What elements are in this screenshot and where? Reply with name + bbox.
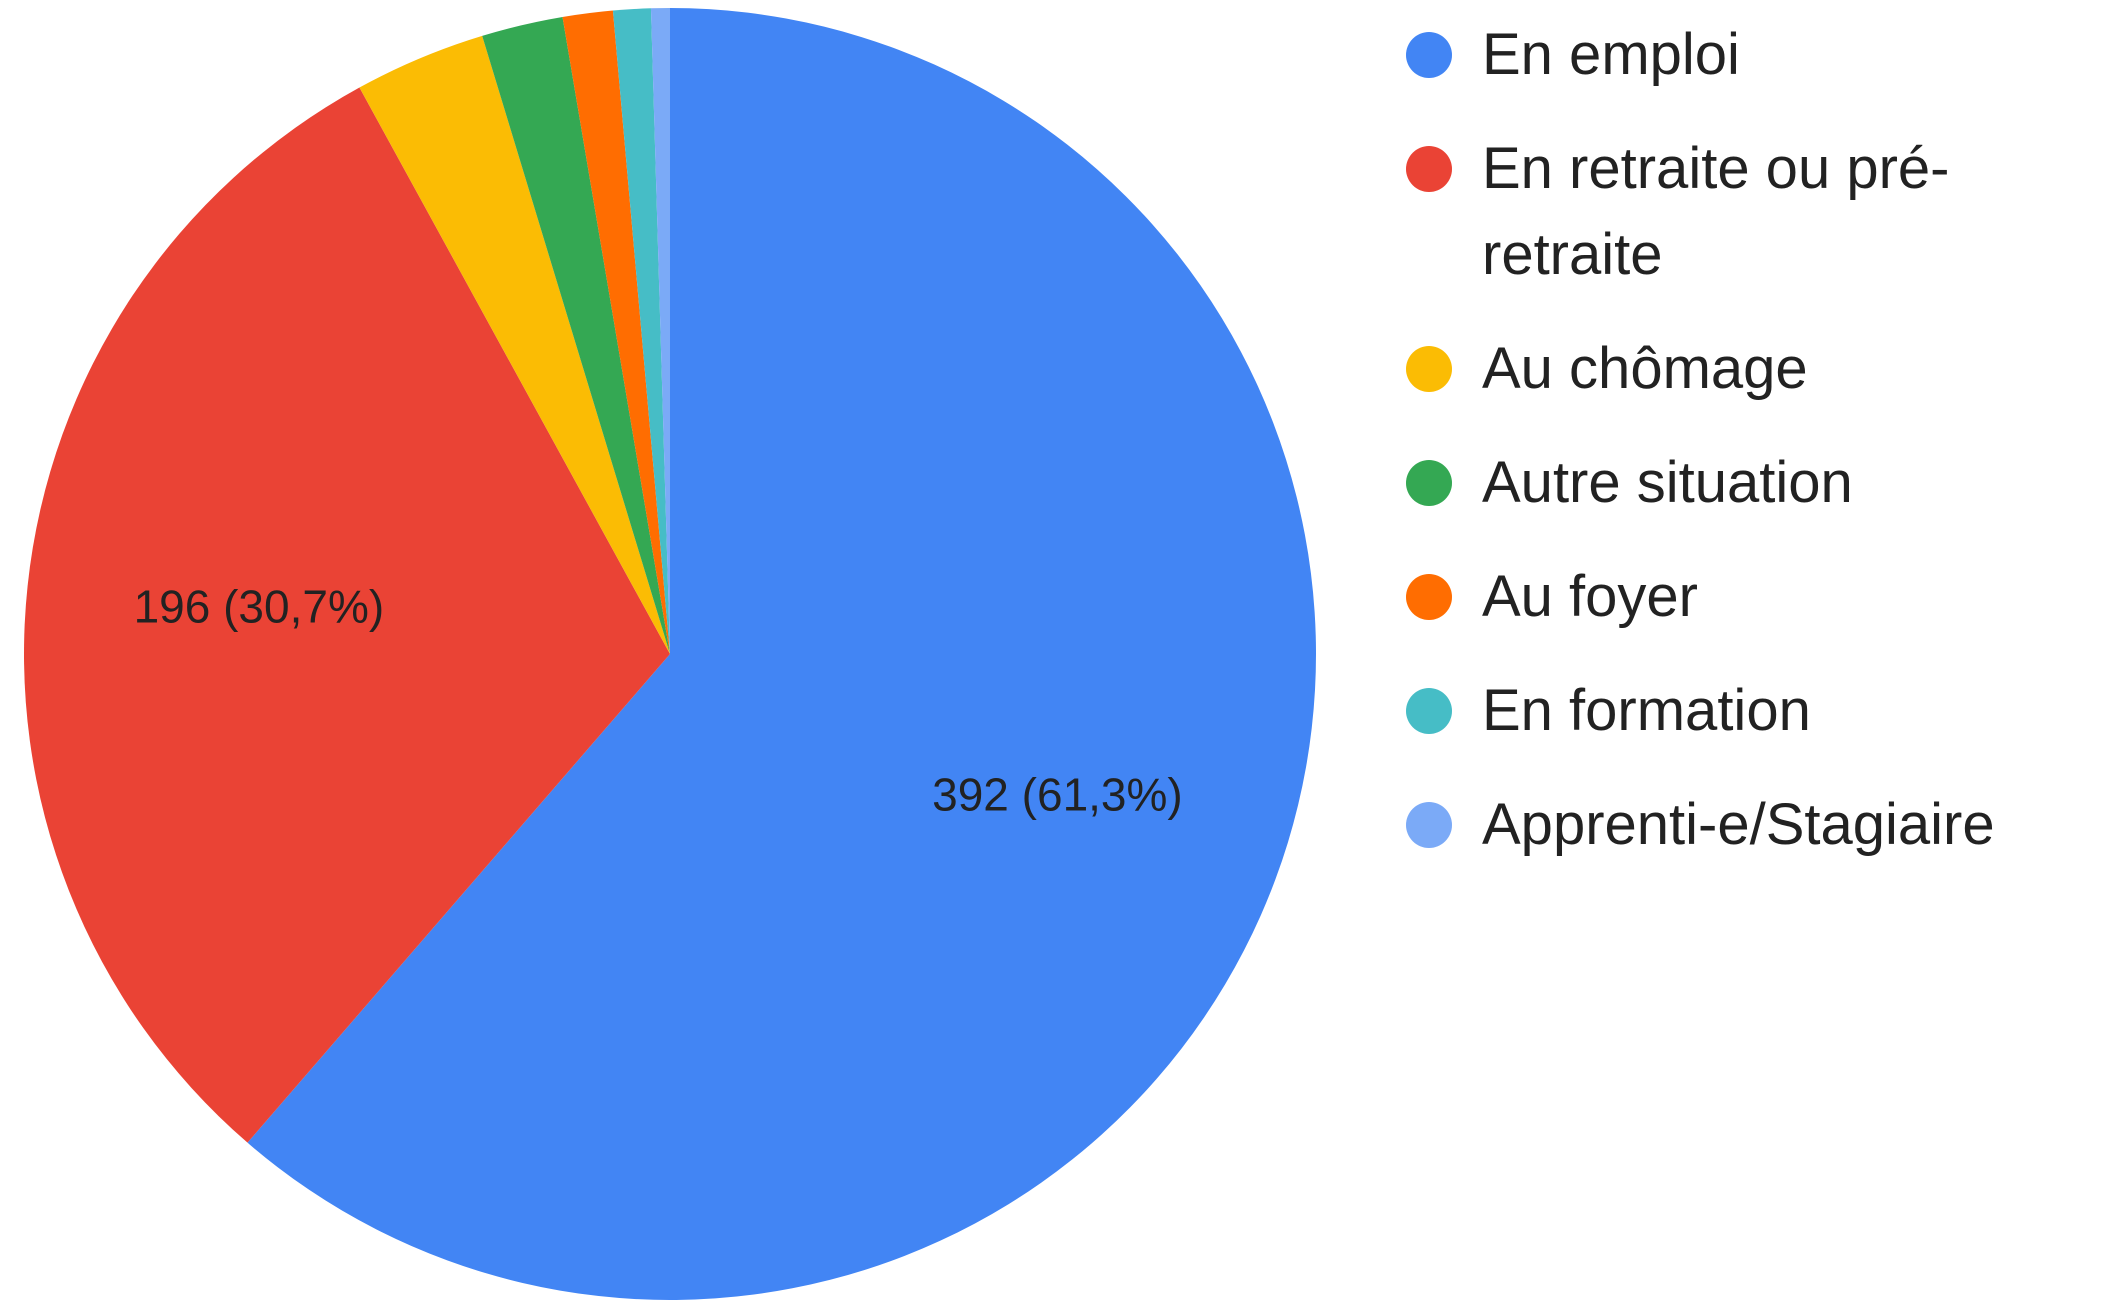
legend-label: Au chômage [1482,336,1808,401]
legend-swatch [1406,688,1452,734]
pie-slice [612,8,670,654]
pie-slice [562,10,670,655]
legend-swatch [1406,460,1452,506]
legend-item: En emploi [1406,18,2096,98]
legend-item: Autre situation [1406,446,2096,526]
legend-label: En retraite ou pré-retraite [1482,136,1950,287]
legend-label: Apprenti-e/Stagiaire [1482,792,1995,857]
value-label: 196 (30,7%) [134,581,385,633]
legend-label: Autre situation [1482,450,1853,515]
legend-item: En formation [1406,674,2096,754]
legend: En emploi En retraite ou pré-retraite Au c… [1406,18,2096,902]
legend-item: Au chômage [1406,332,2096,412]
legend-label: En emploi [1482,22,1740,87]
legend-swatch [1406,146,1452,192]
legend-label: Au foyer [1482,564,1698,629]
legend-swatch [1406,32,1452,78]
pie-slice [482,17,670,655]
legend-swatch [1406,346,1452,392]
legend-item: Apprenti-e/Stagiaire [1406,788,2096,868]
legend-swatch [1406,574,1452,620]
pie-slice [23,87,671,1143]
legend-item: En retraite ou pré-retraite [1406,132,2096,298]
value-label: 392 (61,3%) [932,768,1183,820]
pie-slice [359,35,670,655]
pie-slice [650,8,670,654]
legend-label: En formation [1482,678,1811,743]
pie-area: 392 (61,3%) 196 (30,7%) [23,8,1316,1300]
legend-swatch [1406,802,1452,848]
legend-item: Au foyer [1406,560,2096,640]
pie-slice [247,8,1316,1300]
